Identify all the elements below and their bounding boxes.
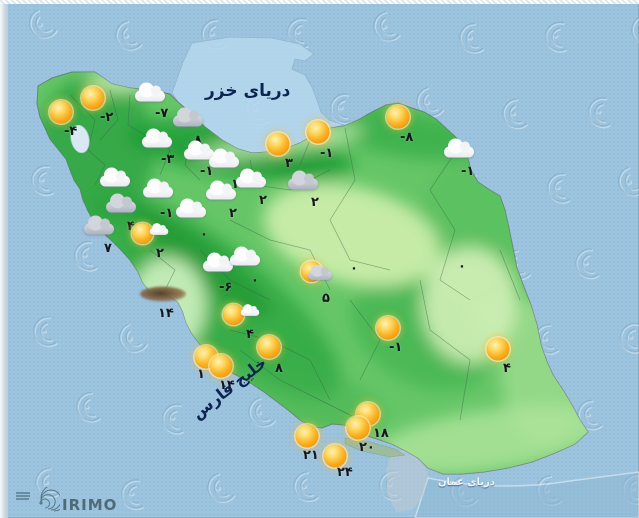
temperature-label: ۲ [311, 195, 319, 210]
cloud-icon [240, 304, 260, 316]
temperature-label: ۱ [231, 177, 239, 192]
temperature-label: ۰ [458, 259, 466, 274]
temperature-label: ۰ [200, 227, 208, 242]
sun-behind-gray-cloud-icon [301, 258, 335, 286]
sun-behind-cloud-icon [132, 220, 169, 248]
sun-icon [209, 354, 233, 378]
caspian-sea-label: دریای خزر [205, 81, 291, 101]
temperature-label: ۰ [251, 273, 259, 288]
temperature-label: ۲۰ [359, 440, 375, 455]
gray-cloud-icon [84, 215, 114, 235]
cloud-icon [209, 148, 239, 168]
cloud-icon [206, 180, 236, 200]
cloud-icon [149, 223, 169, 235]
temperature-label: ۲ [229, 206, 237, 221]
irimo-logo: IRIMO [14, 487, 117, 515]
lake-urmia [70, 124, 90, 154]
sun-icon [266, 132, 290, 156]
temperature-label: ۳ [285, 156, 293, 171]
temperature-label: ۱ [197, 367, 205, 382]
temperature-label: -۲ [100, 110, 114, 125]
temperature-label: ۴ [246, 327, 254, 342]
cloud-icon [230, 246, 260, 266]
cloud-icon [100, 167, 130, 187]
cloud-icon [176, 198, 206, 218]
cloud-icon [203, 252, 233, 272]
sun-icon [323, 444, 347, 468]
temperature-label: ۲ [156, 246, 164, 261]
temperature-label: ۰ [350, 261, 358, 276]
temperature-label: ۱۴ [158, 306, 174, 321]
temperature-label: ۱۸ [373, 426, 389, 441]
sun-icon [49, 100, 73, 124]
temperature-label: -۷ [155, 106, 169, 121]
temperature-label: ۵ [322, 291, 330, 306]
temperature-label: ۲ [259, 193, 267, 208]
temperature-label: ۸ [275, 361, 283, 376]
temperature-label: -۳ [161, 152, 175, 167]
sun-icon [295, 424, 319, 448]
temperature-label: -۱ [389, 340, 403, 355]
window-top-edge [0, 0, 639, 4]
irimo-logo-text: IRIMO [62, 496, 118, 514]
sun-icon [257, 335, 281, 359]
qeshm-island-shape [344, 437, 406, 458]
temperature-label: -۱ [200, 164, 214, 179]
temperature-label: -۱ [160, 206, 174, 221]
dust-cloud-icon [140, 286, 186, 302]
sun-icon [346, 416, 370, 440]
gray-cloud-icon [106, 193, 136, 213]
temperature-label: -۴ [64, 124, 78, 139]
cloud-icon [143, 178, 173, 198]
temperature-label: -۱ [320, 146, 334, 161]
gray-cloud-icon [308, 264, 332, 280]
cloud-icon [236, 168, 266, 188]
gray-cloud-icon [173, 107, 203, 127]
temperature-label: -۸ [400, 130, 414, 145]
irimo-logo-mark [16, 487, 60, 512]
musandam-peninsula-shape [386, 448, 428, 512]
temperature-label: -۶ [219, 280, 233, 295]
oman-coast-shape [414, 471, 639, 518]
cloud-icon [444, 138, 474, 158]
temperature-label: ۴ [127, 219, 135, 234]
sun-behind-cloud-icon [223, 301, 260, 329]
gray-cloud-icon [288, 170, 318, 190]
sun-icon [486, 337, 510, 361]
temperature-label: ۷ [104, 241, 112, 256]
cloud-icon [184, 140, 214, 160]
sun-icon [376, 316, 400, 340]
sun-icon [81, 86, 105, 110]
temperature-label: ۲۴ [337, 465, 353, 480]
temperature-label: ۲۱ [303, 448, 319, 463]
sun-icon [132, 223, 153, 244]
sun-icon [306, 120, 330, 144]
cloud-icon [135, 82, 165, 102]
temperature-label: ۴ [503, 361, 511, 376]
window-left-edge [0, 0, 8, 518]
sun-icon [223, 304, 244, 325]
sun-icon [386, 105, 410, 129]
cloud-icon [142, 128, 172, 148]
temperature-label: -۱ [461, 164, 475, 179]
oman-sea-label: دریای عمان [438, 477, 495, 488]
temperature-label: ۱۴ [219, 378, 235, 393]
